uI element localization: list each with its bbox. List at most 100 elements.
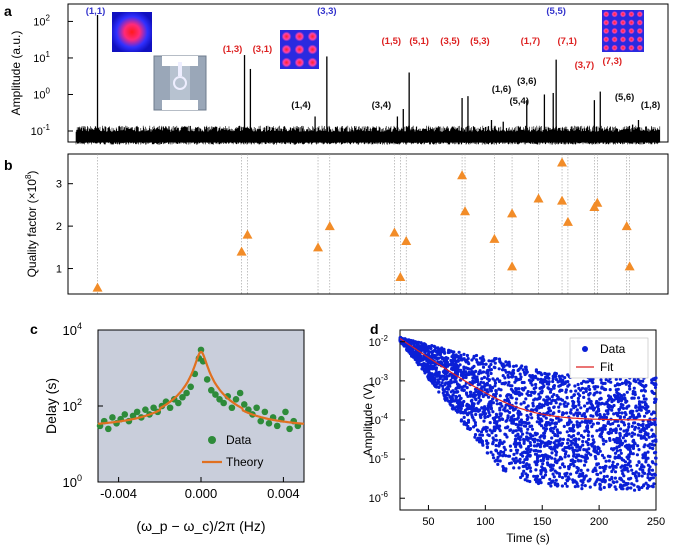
a-ytick-base: 10 — [33, 16, 45, 28]
inset-antinode — [619, 11, 627, 18]
d-ytick-base: 10 — [369, 376, 381, 388]
panel-a-peaks — [96, 14, 640, 137]
q-triangle-marker — [401, 235, 412, 245]
q-triangle-marker — [562, 216, 573, 226]
a-ytick-exp: 2 — [46, 13, 51, 22]
mode-label: (5,3) — [470, 36, 490, 47]
q-triangle-marker — [489, 233, 500, 243]
panel-b-yticks: 1 2 3 — [56, 179, 73, 276]
c-data-point — [265, 420, 273, 427]
panel-d-xlabel: Time (s) — [506, 531, 550, 545]
legend-theory-label: Theory — [226, 455, 263, 469]
d-xtick-label: 50 — [422, 516, 434, 528]
mode-label: (5,1) — [409, 36, 429, 47]
legend-d-data-label: Data — [600, 342, 626, 356]
d-ytick-base: 10 — [369, 454, 381, 466]
c-data-point — [133, 408, 141, 416]
c-ytick-exp: 4 — [77, 321, 82, 331]
inset-antinode — [307, 57, 318, 68]
q-triangle-marker — [507, 261, 518, 271]
q-triangle-marker — [457, 170, 468, 180]
c-data-point — [187, 383, 194, 391]
a-ytick-base: 10 — [33, 53, 45, 65]
d-ytick-exp: -3 — [381, 373, 389, 382]
mode-label: (5,4) — [509, 96, 529, 107]
c-data-point — [228, 404, 236, 412]
q-triangle-marker — [592, 197, 603, 207]
mode-label: (5,6) — [615, 92, 635, 103]
mode-label: (3,3) — [317, 6, 337, 17]
panel-label-a: a — [4, 3, 12, 19]
b-ytick-label: 1 — [56, 264, 62, 276]
d-ytick-label: 10-5 — [369, 451, 389, 466]
c-data-point — [220, 399, 227, 407]
inset-antinode — [619, 19, 627, 26]
c-ytick-base: 10 — [63, 323, 77, 338]
q-triangle-marker — [557, 195, 568, 205]
panel-a-ylabel: Amplitude (a.u.) — [9, 31, 23, 116]
a-ytick-label: 10-1 — [31, 123, 51, 138]
c-data-point — [166, 404, 174, 412]
b-ytick-label: 3 — [56, 179, 62, 191]
panel-b-guide-lines — [97, 154, 630, 294]
c-data-point — [197, 346, 205, 354]
a-ytick-label: 102 — [33, 13, 50, 28]
panel-d-legend: Data Fit — [569, 337, 649, 379]
q-triangle-marker — [557, 157, 568, 167]
c-data-point — [253, 404, 260, 412]
d-ytick-label: 10-2 — [369, 334, 389, 349]
d-ytick-exp: -2 — [381, 334, 389, 343]
inset-antinode — [611, 19, 618, 26]
mode-label: (3,4) — [372, 100, 392, 111]
inset-antinode — [628, 44, 635, 51]
a-ytick-exp: -1 — [43, 123, 51, 132]
mode-label: (5,5) — [546, 6, 566, 17]
inset-antinode — [294, 57, 305, 68]
d-xtick-label: 100 — [476, 516, 494, 528]
c-ytick-label: 102 — [63, 397, 82, 414]
mode-label: (7,1) — [557, 36, 577, 47]
inset-antinode — [611, 27, 618, 35]
d-ytick-label: 10-3 — [369, 373, 389, 388]
inset-mode-33-image — [280, 30, 319, 69]
inset-antinode — [628, 27, 635, 35]
d-ytick-label: 10-6 — [369, 490, 389, 505]
mode-label: (1,8) — [641, 100, 661, 111]
inset-antinode — [636, 11, 643, 18]
q-triangle-marker — [242, 229, 253, 239]
inset-antinode — [636, 27, 643, 35]
inset-antinode — [611, 36, 618, 43]
c-data-point — [105, 425, 112, 433]
inset-antinode — [281, 57, 292, 68]
q-triangle-marker — [460, 206, 471, 216]
q-triangle-marker — [533, 193, 544, 203]
panel-label-b: b — [4, 157, 13, 173]
mode-label: (1,5) — [382, 36, 402, 47]
panel-b-quality-factor: Quality factor (×108) 1 2 3 — [24, 153, 669, 295]
c-data-point — [142, 406, 149, 413]
c-ytick-exp: 0 — [77, 473, 82, 483]
a-ytick-base: 10 — [31, 126, 43, 138]
a-ytick-base: 10 — [33, 89, 45, 101]
inset-antinode — [281, 44, 292, 55]
inset-antinode — [628, 19, 635, 26]
d-ytick-base: 10 — [369, 493, 381, 505]
c-data-point — [183, 389, 190, 397]
a-ytick-exp: 0 — [46, 86, 51, 95]
mode-label: (1,6) — [492, 84, 512, 95]
c-data-point — [179, 393, 186, 401]
panel-d-ringdown: Amplitude (V) Time (s) 50 100 150 200 25010-… — [361, 329, 666, 545]
d-ytick-base: 10 — [369, 337, 381, 349]
inset-antinode — [636, 44, 643, 51]
inset-antinode — [636, 19, 643, 26]
inset-antinode — [294, 31, 305, 42]
panel-label-d: d — [370, 321, 379, 337]
c-data-point — [208, 386, 215, 394]
q-triangle-marker — [624, 261, 635, 271]
d-ytick-exp: -6 — [381, 490, 389, 499]
q-triangle-marker — [92, 282, 103, 292]
legend-data-marker — [208, 436, 216, 444]
